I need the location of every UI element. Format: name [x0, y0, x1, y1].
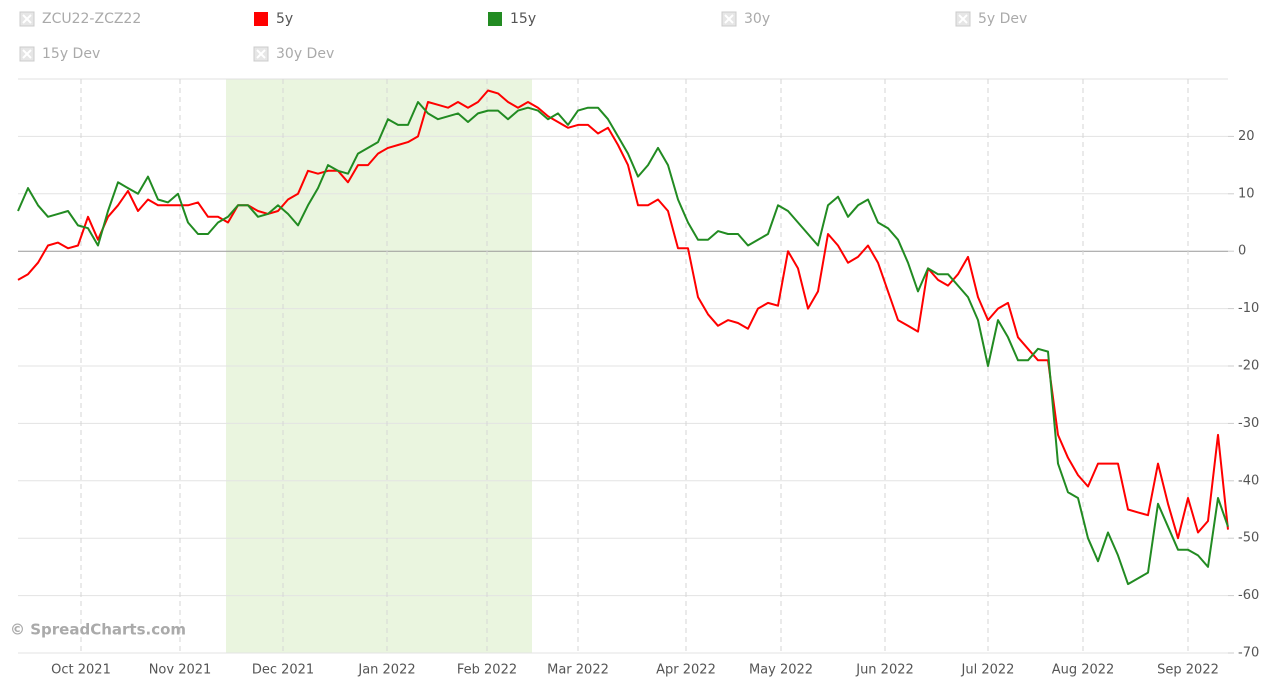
x-tick-label: Apr 2022 [656, 663, 716, 678]
legend-swatch [488, 12, 502, 26]
x-tick-label: Jul 2022 [961, 663, 1015, 678]
legend-label: 5y [276, 11, 293, 27]
credit: © SpreadCharts.com [10, 621, 186, 639]
x-tick-label: Jan 2022 [357, 663, 415, 678]
x-tick-label: Dec 2021 [252, 663, 314, 678]
y-tick-label: -40 [1238, 473, 1259, 488]
legend-label: 15y [510, 11, 536, 27]
y-tick-label: -10 [1238, 301, 1259, 316]
legend-icon-cross [22, 14, 32, 24]
x-tick-label: Nov 2021 [149, 663, 212, 678]
legend-label: 5y Dev [978, 11, 1027, 27]
x-tick-label: Sep 2022 [1157, 663, 1219, 678]
legend-label: 30y [744, 11, 770, 27]
y-tick-label: 0 [1238, 244, 1246, 259]
legend-label: ZCU22-ZCZ22 [42, 11, 141, 27]
series-line [17, 101, 1229, 586]
legend-label: 15y Dev [42, 46, 100, 62]
y-tick-label: -50 [1238, 531, 1259, 546]
legend-icon-cross [22, 49, 32, 59]
y-tick-label: 20 [1238, 129, 1255, 144]
x-tick-label: Jun 2022 [855, 663, 914, 678]
x-tick-label: Feb 2022 [457, 663, 517, 678]
y-tick-label: -60 [1238, 588, 1259, 603]
x-tick-label: Mar 2022 [547, 663, 609, 678]
y-tick-label: -20 [1238, 359, 1259, 374]
legend-icon-cross [256, 49, 266, 59]
legend-icon-cross [724, 14, 734, 24]
x-tick-label: Oct 2021 [51, 663, 111, 678]
y-tick-label: -30 [1238, 416, 1259, 431]
y-tick-label: -70 [1238, 646, 1259, 661]
legend-icon-cross [958, 14, 968, 24]
x-tick-label: May 2022 [749, 663, 813, 678]
series-line [17, 89, 1229, 540]
x-tick-label: Aug 2022 [1052, 663, 1115, 678]
legend-swatch [254, 12, 268, 26]
y-tick-label: 10 [1238, 186, 1255, 201]
legend-label: 30y Dev [276, 46, 334, 62]
